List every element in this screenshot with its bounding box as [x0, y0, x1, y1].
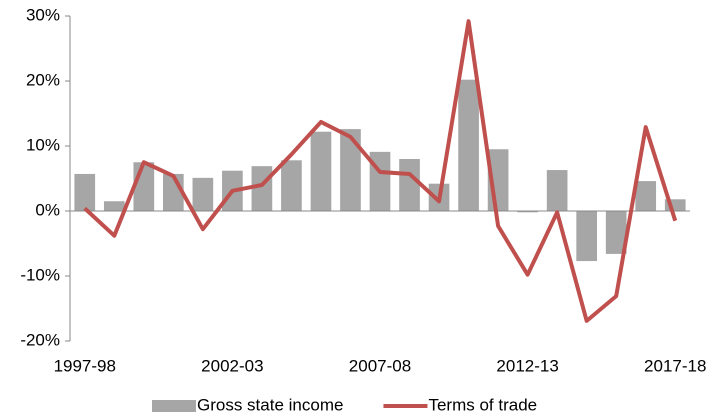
y-tick-label: 30% — [26, 5, 60, 24]
y-tick-label: 10% — [26, 135, 60, 154]
x-tick-label: 2017-18 — [644, 356, 706, 375]
bar — [517, 211, 538, 213]
y-tick-label: -10% — [20, 265, 60, 284]
bar — [103, 201, 125, 211]
bar — [340, 129, 361, 211]
legend-label: Gross state income — [197, 395, 343, 414]
bar — [192, 177, 214, 211]
line — [83, 19, 678, 323]
y-tick-label: 20% — [26, 70, 60, 89]
x-tick-label: 2007-08 — [349, 356, 411, 375]
bar — [310, 131, 332, 211]
legend-label: Terms of trade — [428, 395, 537, 414]
bar — [133, 162, 155, 211]
bar — [281, 160, 302, 211]
legend-swatch — [152, 400, 196, 412]
bar — [251, 166, 273, 211]
x-tick-label: 2012-13 — [496, 356, 558, 375]
bar — [74, 173, 96, 211]
bar — [605, 211, 627, 254]
bar — [635, 181, 657, 211]
bar — [458, 79, 479, 211]
y-tick-label: 0% — [35, 200, 60, 219]
bar — [399, 159, 420, 211]
bar — [664, 199, 686, 211]
y-tick-label: -20% — [20, 330, 60, 349]
bar — [546, 170, 568, 211]
bar — [576, 211, 597, 262]
x-tick-label: 2002-03 — [201, 356, 263, 375]
x-tick-label: 1997-98 — [54, 356, 116, 375]
